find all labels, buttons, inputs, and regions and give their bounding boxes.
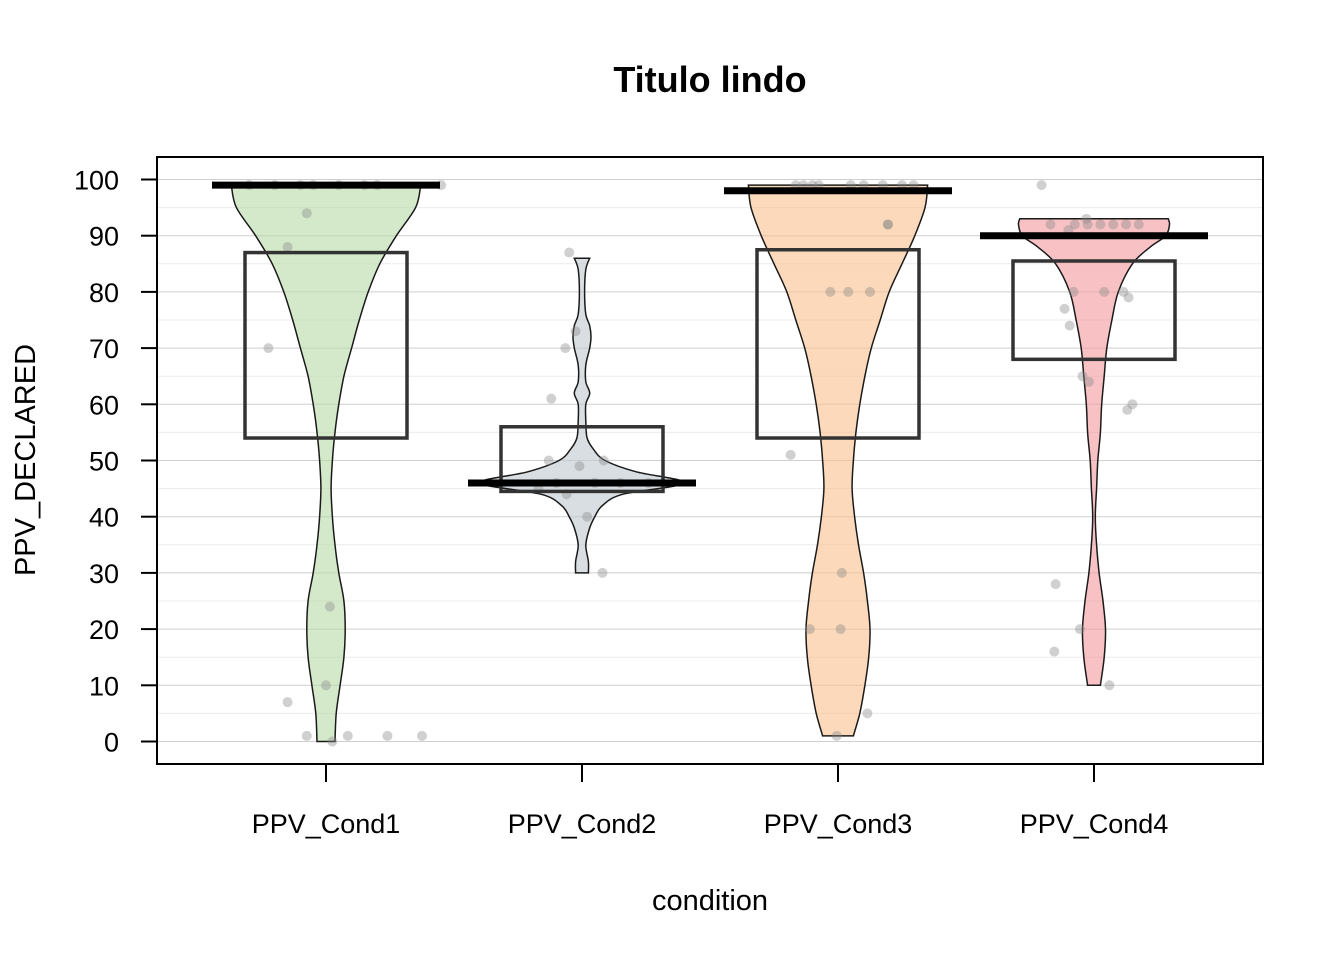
- data-point: [598, 455, 609, 466]
- data-point: [1049, 646, 1060, 657]
- y-tick-label: 0: [104, 728, 119, 758]
- data-point: [1127, 399, 1138, 410]
- data-point: [1108, 219, 1119, 230]
- data-point: [1050, 579, 1061, 590]
- data-point: [282, 697, 293, 708]
- data-point: [546, 393, 557, 404]
- data-point: [882, 219, 893, 230]
- data-point: [1074, 624, 1085, 635]
- y-tick-label: 90: [89, 222, 119, 252]
- data-point: [1045, 219, 1056, 230]
- y-tick-label: 20: [89, 615, 119, 645]
- data-point: [324, 601, 335, 612]
- x-tick-label: PPV_Cond2: [508, 809, 657, 839]
- data-point: [835, 624, 846, 635]
- data-point: [1104, 680, 1115, 691]
- data-point: [831, 730, 842, 741]
- y-tick-label: 40: [89, 503, 119, 533]
- data-point: [342, 730, 353, 741]
- x-tick-label: PPV_Cond1: [252, 809, 401, 839]
- data-point: [301, 208, 312, 219]
- x-axis: PPV_Cond1 PPV_Cond2 PPV_Cond3 PPV_Cond4: [252, 764, 1169, 839]
- data-point: [1077, 371, 1088, 382]
- y-tick-label: 80: [89, 278, 119, 308]
- data-point: [1099, 286, 1110, 297]
- data-point: [1082, 219, 1093, 230]
- data-point: [1095, 219, 1106, 230]
- data-point: [1118, 286, 1129, 297]
- data-point: [597, 567, 608, 578]
- data-point: [263, 343, 274, 354]
- data-point: [582, 511, 593, 522]
- data-point: [785, 449, 796, 460]
- data-point: [1123, 292, 1134, 303]
- data-point: [417, 730, 427, 741]
- data-point: [1069, 219, 1080, 230]
- data-point: [1059, 303, 1070, 314]
- data-point: [1068, 286, 1079, 297]
- data-point: [865, 286, 875, 297]
- data-point: [321, 680, 331, 691]
- data-point: [282, 241, 293, 252]
- data-point: [1133, 219, 1144, 230]
- data-point: [882, 219, 893, 230]
- y-tick-label: 30: [89, 559, 119, 589]
- data-point: [1083, 376, 1094, 387]
- x-axis-label: condition: [652, 885, 768, 917]
- chart-title: Titulo lindo: [613, 59, 806, 100]
- data-point: [301, 730, 312, 741]
- data-point: [843, 286, 854, 297]
- data-point: [1036, 180, 1047, 191]
- quantile-box: [499, 425, 665, 494]
- data-point: [1081, 213, 1092, 224]
- violin-PPV_Cond4: [1017, 218, 1171, 687]
- data-point: [382, 730, 393, 741]
- violin-PPV_Cond2: [478, 257, 686, 574]
- data-point: [570, 326, 581, 337]
- data-point: [1064, 320, 1075, 331]
- y-axis: 0 10 20 30 40 50 60 70 80 90 100: [74, 166, 157, 758]
- y-tick-label: 100: [74, 166, 119, 196]
- data-point: [543, 455, 554, 466]
- y-axis-label: PPV_DECLARED: [10, 344, 42, 576]
- quantile-box: [1011, 259, 1177, 362]
- violin-PPV_Cond3: [747, 184, 929, 737]
- violins: [230, 184, 1171, 743]
- x-tick-label: PPV_Cond4: [1020, 809, 1169, 839]
- center-lines: [212, 181, 1208, 487]
- data-point: [327, 736, 338, 747]
- data-point: [836, 567, 847, 578]
- quantile-box: [243, 250, 409, 440]
- data-point: [564, 247, 575, 258]
- y-tick-label: 70: [89, 334, 119, 364]
- y-tick-label: 10: [89, 671, 119, 701]
- x-tick-label: PPV_Cond3: [764, 809, 913, 839]
- data-point: [1121, 219, 1131, 230]
- quantile-boxes: [243, 248, 1177, 494]
- y-tick-label: 50: [89, 447, 119, 477]
- data-point: [862, 708, 873, 719]
- data-point: [825, 286, 836, 297]
- data-point: [560, 343, 571, 354]
- y-tick-label: 60: [89, 390, 119, 420]
- data-point: [804, 624, 815, 635]
- quantile-box: [755, 248, 921, 440]
- data-point: [574, 461, 585, 472]
- violin-PPV_Cond1: [230, 184, 422, 743]
- data-point: [1122, 404, 1133, 415]
